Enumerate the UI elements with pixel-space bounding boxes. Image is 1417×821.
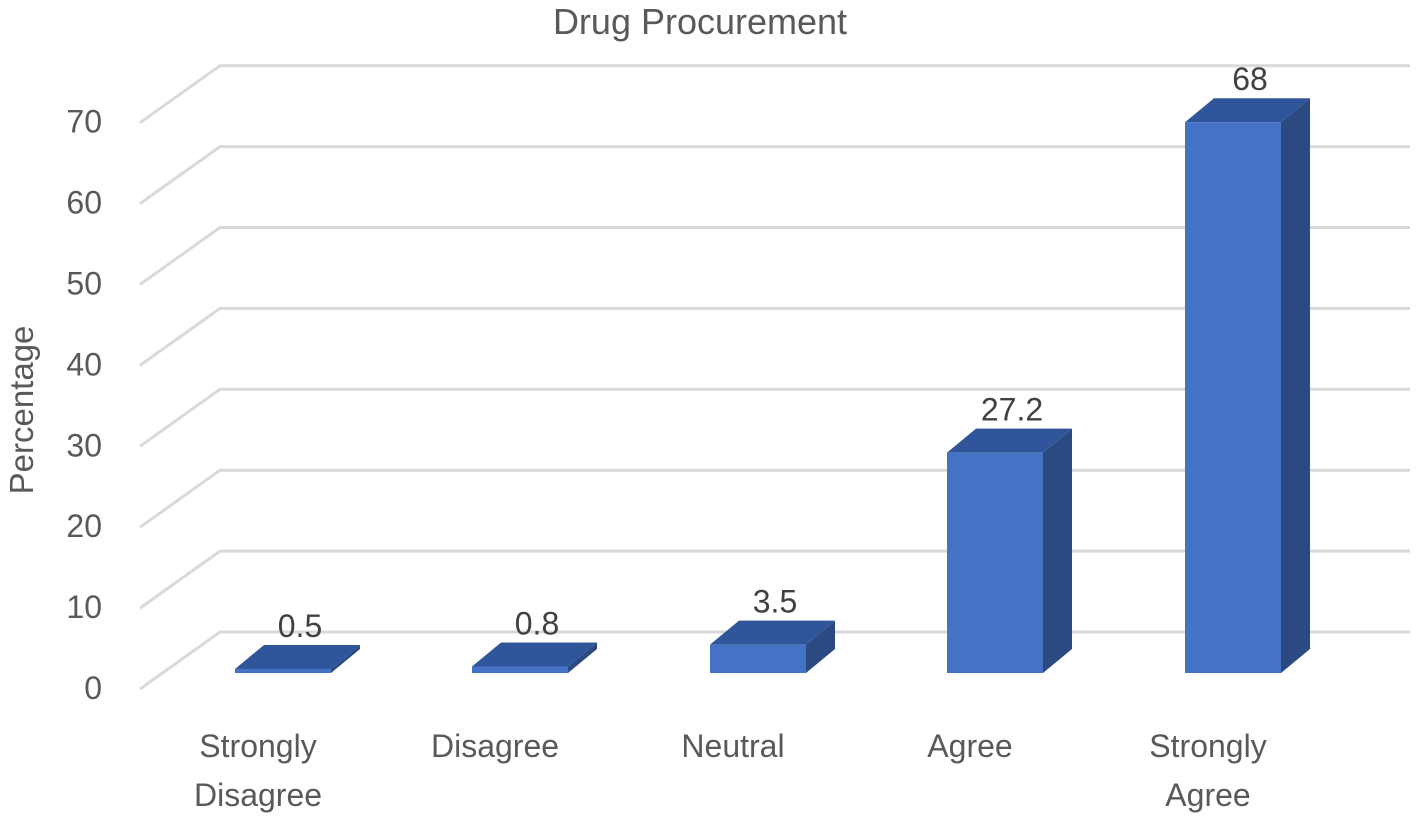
bar bbox=[1185, 98, 1310, 673]
data-label: 3.5 bbox=[753, 584, 797, 620]
y-tick-label: 30 bbox=[66, 427, 102, 463]
gridline bbox=[139, 64, 1410, 124]
data-label: 0.8 bbox=[515, 606, 559, 642]
gridline bbox=[139, 306, 1410, 367]
y-tick-label: 40 bbox=[66, 346, 102, 382]
y-axis-title: Percentage bbox=[3, 326, 40, 495]
data-label: 0.5 bbox=[278, 608, 322, 644]
bar-front bbox=[472, 666, 568, 673]
bar-front bbox=[710, 644, 806, 673]
bar-top bbox=[472, 642, 597, 667]
category-label: Agree bbox=[927, 728, 1012, 764]
gridline bbox=[139, 387, 1410, 448]
gridline bbox=[139, 226, 1410, 286]
x-axis-categories: Strongly Disagree Disagree Neutral Agree Stro… bbox=[194, 728, 1267, 813]
category-label: Strongly Agree bbox=[1149, 728, 1266, 813]
bar-top bbox=[710, 620, 835, 645]
bar-front bbox=[947, 452, 1043, 673]
bar-front bbox=[1185, 122, 1281, 673]
bars bbox=[235, 98, 1310, 673]
category-label: Strongly Disagree bbox=[194, 728, 322, 813]
bar-top bbox=[947, 428, 1072, 453]
y-tick-label: 0 bbox=[84, 670, 102, 706]
gridlines bbox=[139, 64, 1410, 691]
bar bbox=[235, 644, 360, 673]
bar-top bbox=[1185, 98, 1310, 123]
bar-side bbox=[1043, 428, 1072, 673]
y-tick-label: 60 bbox=[66, 185, 102, 221]
bar bbox=[710, 620, 835, 673]
bar-side bbox=[806, 620, 835, 673]
bar bbox=[947, 428, 1072, 673]
y-tick-label: 70 bbox=[66, 104, 102, 140]
data-labels: 0.5 0.8 3.5 27.2 68 bbox=[278, 61, 1268, 644]
bar-side bbox=[568, 642, 597, 673]
y-tick-label: 20 bbox=[66, 508, 102, 544]
data-label: 27.2 bbox=[981, 392, 1043, 428]
y-axis-ticks: 0 10 20 30 40 50 60 70 bbox=[66, 104, 102, 706]
gridline bbox=[139, 145, 1410, 205]
bar-front bbox=[235, 668, 331, 673]
bar-side bbox=[331, 644, 360, 673]
category-label: Disagree bbox=[431, 728, 559, 764]
y-tick-label: 10 bbox=[66, 589, 102, 625]
bar-side bbox=[1281, 98, 1310, 673]
data-label: 68 bbox=[1232, 61, 1268, 97]
y-tick-label: 50 bbox=[66, 266, 102, 302]
bar-top bbox=[235, 644, 360, 669]
chart-title: Drug Procurement bbox=[553, 1, 847, 42]
bar bbox=[472, 642, 597, 673]
category-label: Neutral bbox=[681, 728, 784, 764]
